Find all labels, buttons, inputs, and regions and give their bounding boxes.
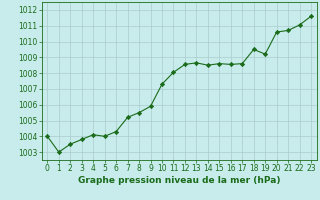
X-axis label: Graphe pression niveau de la mer (hPa): Graphe pression niveau de la mer (hPa)	[78, 176, 280, 185]
